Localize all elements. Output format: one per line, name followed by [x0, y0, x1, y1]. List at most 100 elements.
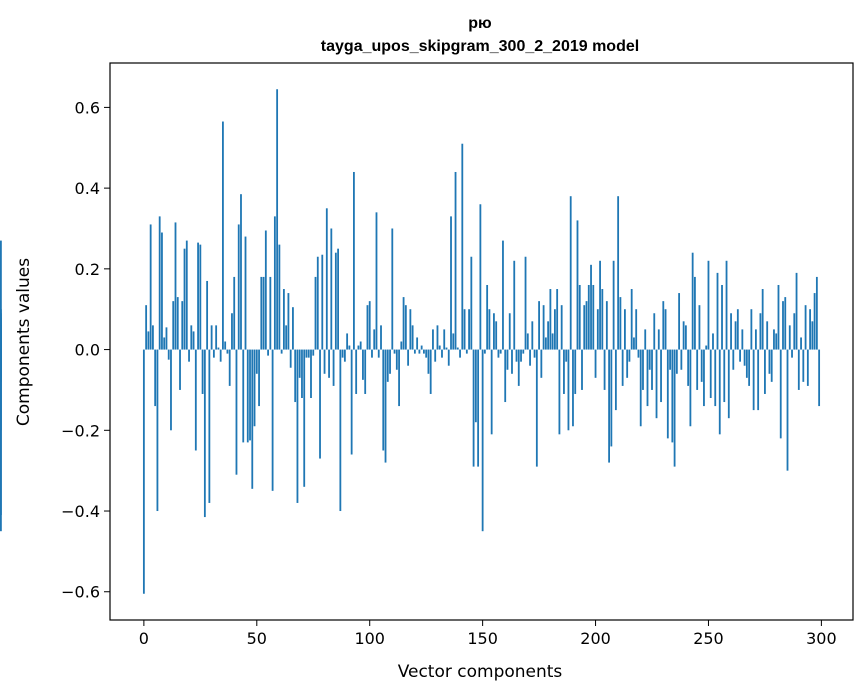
bar-244	[694, 276, 696, 350]
bar-71	[303, 349, 306, 487]
bar-96	[359, 341, 362, 350]
bar-66	[292, 307, 294, 350]
bar-297	[813, 293, 816, 350]
x-tick-label: 250	[693, 629, 724, 648]
bar-45	[244, 236, 247, 350]
bar-95	[357, 345, 360, 350]
y-axis-ticks: −0.6 −0.4 −0.2 0.0 0.2 0.4 0.6	[61, 98, 110, 602]
bar-154	[490, 349, 493, 435]
bar-38	[228, 349, 231, 386]
bar-264	[739, 349, 741, 362]
y-tick-label: −0.2	[61, 421, 100, 440]
bar-291	[800, 337, 802, 350]
bar-101	[371, 349, 373, 358]
bar-285	[786, 349, 789, 471]
bar-251	[709, 349, 712, 398]
bar-225	[651, 349, 653, 390]
bar-53	[262, 276, 265, 350]
bar-146	[472, 349, 475, 467]
bar-151	[483, 349, 486, 354]
bar-6	[156, 349, 159, 512]
bar-25	[199, 244, 202, 350]
bar-222	[644, 329, 647, 350]
bar-81	[325, 208, 328, 350]
bar-138	[454, 171, 457, 350]
bar-28	[206, 280, 209, 350]
bar-64	[287, 293, 290, 350]
bar-235	[673, 349, 676, 467]
bar-271	[754, 329, 757, 350]
bar-241	[687, 349, 690, 386]
plot-frame	[109, 62, 854, 621]
bar-144	[468, 309, 470, 350]
bar-108	[386, 349, 389, 382]
bar-5	[154, 349, 157, 407]
bar-113	[398, 349, 400, 407]
bar-290	[797, 349, 800, 390]
bar-76	[314, 276, 317, 350]
bar-123	[420, 345, 423, 350]
bar-73	[307, 349, 310, 358]
bar-236	[675, 349, 678, 374]
bar-175	[538, 301, 540, 350]
bar-266	[743, 349, 746, 366]
bar-61	[280, 349, 283, 354]
bar-15	[176, 297, 179, 350]
bar-164	[513, 260, 516, 350]
bar-276	[766, 321, 769, 350]
bar-203	[601, 289, 604, 350]
bar-243	[691, 252, 694, 350]
bar-114	[400, 341, 403, 350]
bar-20	[188, 349, 190, 362]
bar-128	[432, 329, 434, 350]
bar-51	[258, 349, 260, 407]
bar-24	[197, 242, 199, 350]
bar-102	[373, 329, 376, 350]
bar-201	[596, 309, 599, 350]
bar-69	[298, 349, 301, 378]
bar-207	[610, 349, 613, 447]
bar-168	[522, 349, 525, 354]
bar-39	[231, 313, 233, 350]
bar-253	[714, 349, 717, 407]
bar-185	[560, 305, 563, 350]
bar-103	[375, 212, 378, 350]
bar-106	[382, 349, 385, 451]
bar-278	[770, 349, 773, 382]
bar-1	[145, 305, 148, 350]
bar-239	[682, 321, 685, 350]
bar-265	[741, 329, 744, 350]
x-tick-label: 50	[247, 629, 267, 648]
bar-37	[226, 349, 229, 354]
bar-155	[493, 313, 495, 350]
bar-221	[642, 349, 644, 390]
bar-46	[246, 349, 249, 443]
bar-54	[264, 230, 267, 350]
bar-206	[608, 349, 610, 463]
bar-231	[664, 309, 667, 350]
bar-153	[488, 309, 491, 350]
x-axis-label: Vector components	[398, 662, 563, 682]
bar-196	[585, 301, 588, 350]
bar-247	[700, 349, 703, 382]
bar-284	[784, 297, 787, 350]
bar-115	[402, 297, 405, 350]
bar-294	[806, 349, 809, 386]
bar-18	[183, 248, 186, 350]
bar-296	[811, 321, 814, 350]
bar-212	[621, 349, 624, 386]
bar-226	[653, 313, 656, 350]
bar-55	[267, 349, 269, 356]
bar-56	[269, 276, 272, 350]
bar-156	[495, 321, 498, 350]
bar-167	[520, 349, 522, 362]
bar-234	[671, 349, 674, 443]
bar-233	[669, 349, 671, 370]
bar-33	[217, 347, 220, 350]
bar-252	[712, 333, 714, 350]
bar-100	[368, 301, 371, 350]
bar-80	[323, 349, 326, 374]
bar-184	[558, 349, 561, 435]
y-tick-label: −0.6	[61, 583, 100, 602]
bar-173	[533, 349, 536, 358]
